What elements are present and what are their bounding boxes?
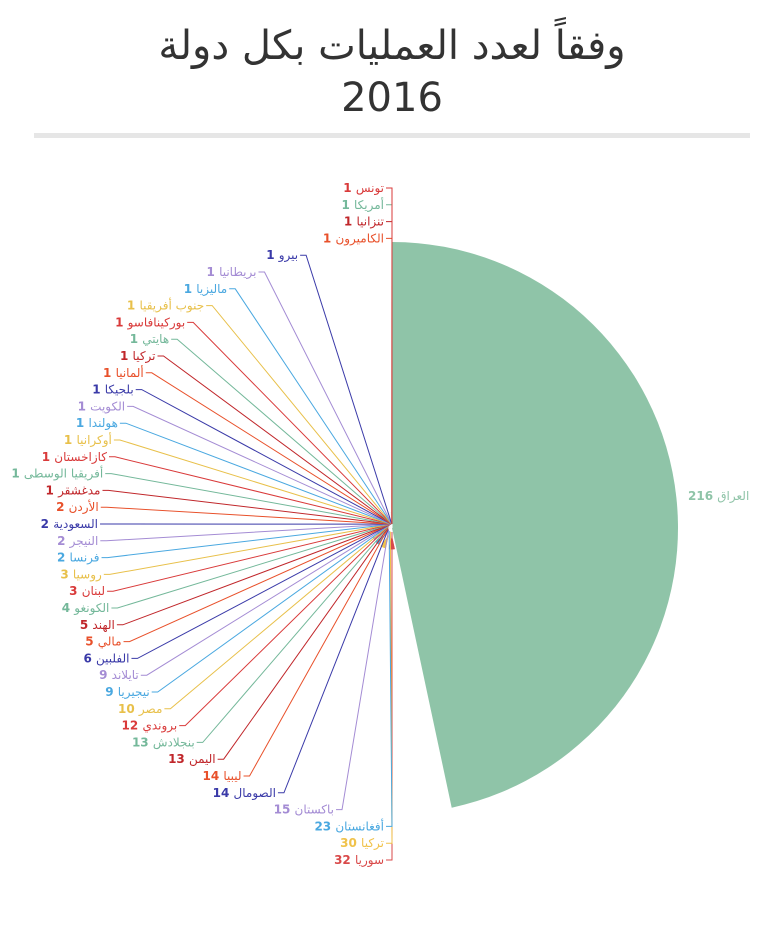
slice-label-0: 216 العراق — [688, 489, 749, 504]
leader-line-7 — [217, 527, 389, 760]
slice-label-32: 1 هايتي — [130, 332, 169, 346]
leader-line-35 — [229, 288, 393, 525]
leader-line-2 — [386, 531, 393, 844]
slice-label-17: 3 لبنان — [69, 584, 105, 598]
slice-label-25: 1 كازاخستان — [42, 450, 108, 465]
leader-line-5 — [277, 529, 389, 794]
leader-line-37 — [300, 254, 393, 525]
slice-label-9: 12 بروندي — [122, 719, 178, 734]
leader-line-23 — [102, 489, 392, 525]
leader-line-34 — [206, 305, 392, 525]
slice-label-40: 1 أمريكا — [341, 197, 384, 213]
leader-line-41 — [386, 187, 393, 525]
leader-line-30 — [145, 372, 392, 525]
leader-line-38 — [386, 237, 393, 525]
slice-label-38: 1 الكاميرون — [323, 231, 384, 246]
slice-label-34: 1 جنوب أفريقيا — [127, 298, 204, 314]
slice-label-31: 1 تركيا — [120, 349, 155, 364]
leader-line-19 — [101, 523, 391, 559]
chart-title-block: وفقاً لعدد العمليات بكل دولة 2016 — [0, 22, 784, 122]
slice-label-18: 3 روسيا — [60, 567, 102, 582]
slice-label-12: 9 تايلاند — [99, 668, 139, 682]
leader-line-29 — [135, 389, 392, 525]
slice-label-24: 1 أفريقيا الوسطى — [11, 466, 103, 482]
slice-label-22: 2 الأردن — [56, 499, 99, 515]
slice-label-26: 1 أوكرانيا — [64, 432, 112, 448]
chart-subtitle: 2016 — [341, 75, 443, 121]
leader-line-22 — [100, 506, 391, 525]
slice-label-37: 1 بيرو — [266, 248, 298, 263]
slice-label-14: 5 مالي — [85, 635, 121, 649]
leader-line-18 — [103, 523, 391, 575]
slice-label-4: 15 باكستان — [274, 803, 334, 817]
slice-label-10: 10 مصر — [118, 702, 162, 717]
chart-title: وفقاً لعدد العمليات بكل دولة — [158, 23, 626, 69]
slice-label-33: 1 بوركينافاسو — [115, 315, 185, 330]
leader-line-40 — [386, 204, 393, 525]
leader-line-6 — [243, 528, 389, 777]
leader-line-24 — [105, 473, 392, 525]
slice-label-36: 1 بريطانيا — [207, 265, 257, 280]
slice-label-23: 1 مدغشقر — [46, 483, 101, 498]
slice-label-15: 5 الهند — [80, 618, 115, 632]
leader-line-10 — [164, 525, 389, 710]
leader-line-15 — [116, 524, 391, 626]
leader-line-16 — [111, 523, 391, 609]
leader-line-31 — [157, 355, 392, 525]
slice-label-30: 1 ألمانيا — [103, 365, 144, 380]
slice-label-3: 23 أفغانستان — [314, 818, 384, 833]
slice-label-16: 4 الكونغو — [62, 601, 110, 616]
slice-label-5: 14 الصومال — [213, 786, 276, 801]
leader-line-39 — [386, 221, 393, 525]
leader-line-9 — [179, 526, 389, 727]
leader-line-26 — [113, 439, 392, 525]
slice-label-35: 1 ماليزيا — [184, 282, 228, 297]
leader-line-33 — [187, 321, 392, 525]
leader-line-14 — [123, 524, 390, 643]
slice-label-6: 14 ليبيا — [202, 769, 241, 783]
leader-line-8 — [196, 526, 389, 743]
slice-label-8: 13 بنجلادش — [132, 735, 195, 750]
leader-line-4 — [336, 529, 390, 811]
slice-label-2: 30 تركيا — [340, 836, 384, 851]
slice-label-11: 9 نيجيريا — [105, 685, 149, 700]
slice-label-7: 13 اليمن — [168, 752, 216, 767]
leader-line-27 — [119, 422, 392, 525]
leader-line-11 — [151, 525, 390, 693]
slice-label-39: 1 تنزانيا — [344, 215, 384, 230]
leader-line-32 — [171, 338, 392, 525]
slice-label-19: 2 فرنسا — [57, 551, 100, 566]
leader-line-13 — [131, 524, 390, 659]
slice-label-20: 2 النيجر — [57, 534, 98, 549]
pie-slice-0[interactable] — [392, 242, 678, 808]
slice-label-28: 1 الكويت — [78, 399, 125, 414]
leader-line-17 — [107, 523, 391, 592]
leader-line-12 — [140, 524, 390, 676]
slice-label-29: 1 بلجيكا — [92, 383, 134, 397]
leader-line-36 — [258, 271, 393, 525]
leader-line-20 — [100, 523, 391, 542]
slice-label-27: 1 هولندا — [76, 416, 118, 431]
slice-label-41: 1 تونس — [343, 181, 384, 196]
leader-line-3 — [386, 530, 393, 827]
slice-label-1: 32 سوريا — [334, 853, 384, 868]
leader-line-25 — [109, 456, 392, 525]
leader-line-28 — [127, 405, 392, 525]
title-divider — [34, 133, 750, 138]
leader-line-1 — [386, 531, 393, 861]
slice-label-21: 2 السعودية — [41, 517, 98, 532]
slice-label-13: 6 الفلبين — [84, 651, 130, 666]
